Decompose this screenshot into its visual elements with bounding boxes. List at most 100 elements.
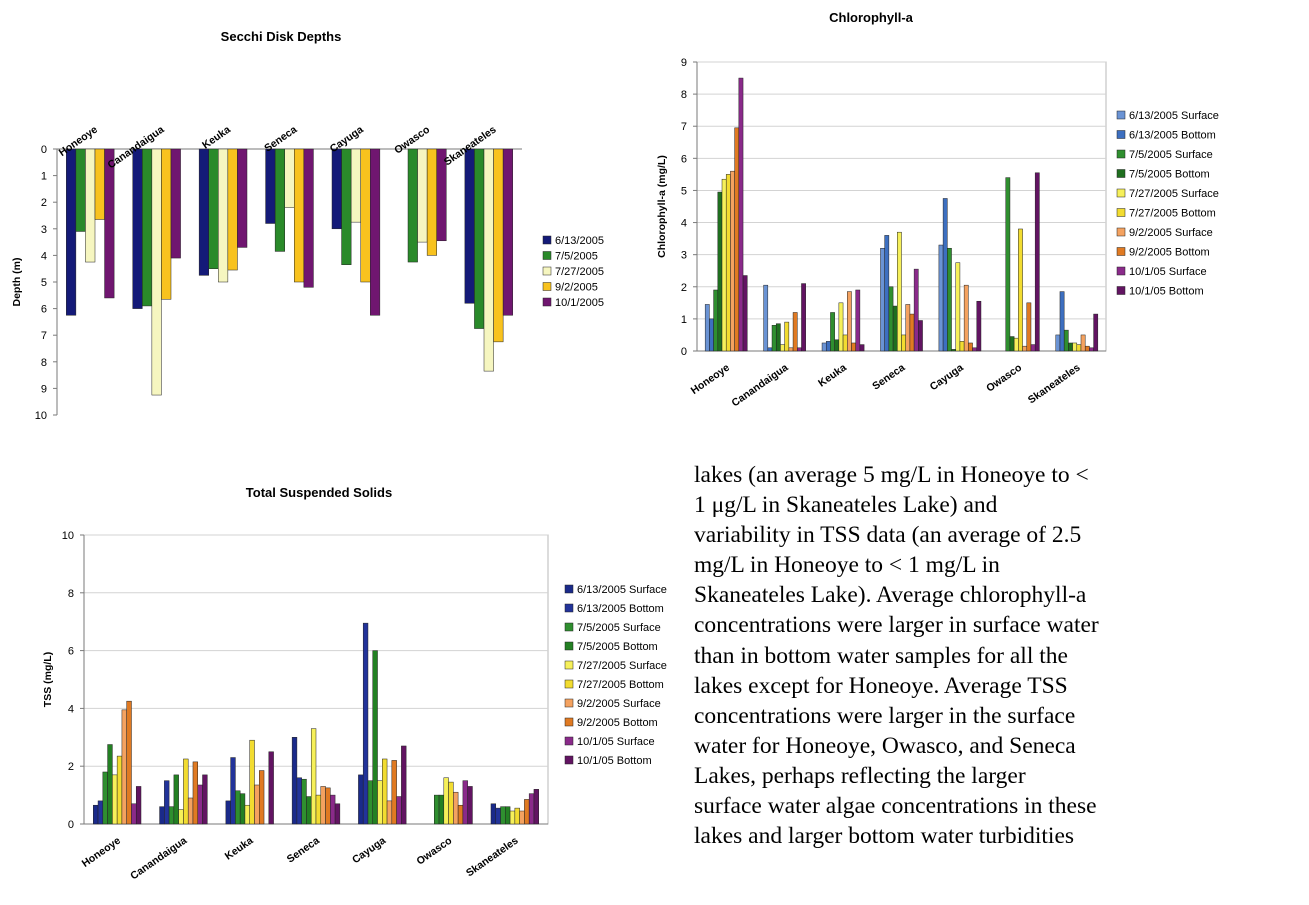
bar-6-13-2005-honeoye <box>66 148 77 316</box>
paragraph-line: Skaneateles Lake). Average chlorophyll-a <box>694 582 1087 609</box>
legend-label-7-5-2005-surface: 7/5/2005 Surface <box>577 622 661 634</box>
bar-9-2-2005-surface-cayuga <box>386 800 393 825</box>
bar-9-2-2005-bottom-canandaigua <box>792 312 798 352</box>
legend: 6/13/2005 Surface 6/13/2005 Bottom 7/5/200… <box>1116 110 1219 298</box>
chlorophyll-a-chart: Chlorophyll-a 0 1 2 3 4 5 6 7 8 9 Chlorophyll-a (mg… <box>656 10 1219 409</box>
legend-label-7-5-2005: 7/5/2005 <box>555 251 598 263</box>
category-label-canandaigua: Canandaigua <box>729 362 790 410</box>
bar-7-5-2005-surface-cayuga <box>947 247 952 352</box>
category-label-seneca: Seneca <box>870 362 907 393</box>
bar-10-1-05-bottom-cayuga <box>976 300 982 352</box>
paragraph-line: Lakes, perhaps reflecting the larger <box>694 762 1026 789</box>
bar-7-27-2005-bottom-canandaigua <box>183 758 189 825</box>
bar-10-1-05-surface-cayuga <box>396 796 402 825</box>
y-tick-label: 4 <box>41 250 47 262</box>
category-label-canandaigua: Canandaigua <box>128 835 189 883</box>
bar-9-2-2005-bottom-keuka <box>851 342 856 352</box>
bar-9-2-2005-surface-skaneateles <box>1080 334 1086 352</box>
paragraph-line: lakes (an average 5 mg/L in Honeoye to < <box>694 462 1089 488</box>
bar-10-1-05-surface-skaneateles <box>528 793 535 825</box>
category-label-owasco: Owasco <box>414 835 454 868</box>
legend-label-10-1-05-surface: 10/1/05 Surface <box>1129 266 1207 278</box>
bar-7-27-2005-bottom-honeoye <box>116 755 123 825</box>
bar-7-5-2005-bottom-cayuga <box>951 349 956 352</box>
y-tick-label: 8 <box>41 357 47 369</box>
bar-7-5-2005-surface-honeoye <box>713 289 719 352</box>
bar-7-5-2005-surface-owasco <box>434 794 440 825</box>
bar-7-5-2005-surface-skaneateles <box>1063 329 1069 352</box>
bar-6-13-2005-surface-cayuga <box>358 774 364 825</box>
y-tick-label: 4 <box>68 703 74 715</box>
bar-9-2-2005-bottom-skaneateles <box>524 799 530 825</box>
bar-7-27-2005-surface-honeoye <box>112 774 118 825</box>
bar-9-2-2005-keuka <box>227 148 238 271</box>
bar-10-1-2005-cayuga <box>370 148 381 316</box>
bar-9-2-2005-surface-seneca <box>320 786 326 825</box>
bar-7-5-2005-bottom-keuka <box>834 339 840 352</box>
bar-6-13-2005-bottom-honeoye <box>97 800 104 825</box>
category-label-cayuga: Cayuga <box>928 362 966 394</box>
bar-10-1-2005-canandaigua <box>170 148 181 259</box>
bar-7-27-2005-bottom-skaneateles <box>514 807 520 825</box>
paragraph-line: concentrations were larger in surface wa… <box>694 612 1099 639</box>
legend-label-9-2-2005-surface: 9/2/2005 Surface <box>1129 227 1213 239</box>
y-tick-label: 8 <box>68 588 74 600</box>
y-axis-label: Depth (m) <box>11 258 23 307</box>
bar-6-13-2005-bottom-seneca <box>296 777 302 825</box>
legend-label-6-13-2005-bottom: 6/13/2005 Bottom <box>577 603 664 615</box>
legend-swatch-7-5-2005-bottom <box>564 641 574 651</box>
bar-6-13-2005-bottom-honeoye <box>709 318 714 352</box>
bar-6-13-2005-surface-seneca <box>291 737 298 825</box>
bar-9-2-2005-surface-owasco <box>1022 345 1028 352</box>
legend-swatch-6-13-2005 <box>542 235 552 245</box>
legend-swatch-7-5-2005-bottom <box>1116 169 1126 178</box>
y-tick-label: 7 <box>41 330 47 342</box>
y-tick-label: 7 <box>681 121 687 133</box>
bar-7-5-2005-keuka <box>208 148 219 269</box>
paragraph-line: variability in TSS data (an average of 2… <box>694 522 1082 549</box>
legend-label-7-27-2005: 7/27/2005 <box>555 266 604 278</box>
y-tick-label: 10 <box>62 530 74 542</box>
legend-swatch-7-27-2005-surface <box>1116 188 1126 198</box>
bar-7-27-2005-bottom-cayuga <box>959 341 965 352</box>
bar-9-2-2005-surface-owasco <box>453 791 459 825</box>
bar-9-2-2005-bottom-cayuga <box>968 342 973 352</box>
y-tick-label: 6 <box>681 153 687 165</box>
paragraph-line: water for Honeoye, Owasco, and Seneca <box>694 732 1076 759</box>
bar-7-5-2005-surface-keuka <box>830 312 835 352</box>
bar-7-27-2005-surface-honeoye <box>721 178 727 352</box>
bar-9-2-2005-surface-honeoye <box>730 170 735 352</box>
bar-9-2-2005-surface-cayuga <box>963 284 969 352</box>
category-label-skaneateles: Skaneateles <box>464 835 521 880</box>
category-label-honeoye: Honeoye <box>689 362 732 397</box>
bar-9-2-2005-owasco <box>426 148 437 256</box>
bar-10-1-05-bottom-skaneateles <box>533 789 539 825</box>
bar-7-5-2005-owasco <box>407 148 418 263</box>
legend-swatch-9-2-2005-surface <box>564 698 574 708</box>
bar-7-27-2005-cayuga <box>350 148 361 223</box>
bar-7-5-2005-bottom-seneca <box>892 305 898 352</box>
legend-label-6-13-2005-bottom: 6/13/2005 Bottom <box>1129 130 1216 142</box>
y-tick-label: 4 <box>681 218 687 230</box>
category-label-keuka: Keuka <box>223 835 256 863</box>
bar-6-13-2005-bottom-canandaigua <box>164 780 170 825</box>
chart-title: Total Suspended Solids <box>246 485 392 500</box>
bar-6-13-2005-bottom-skaneateles <box>1059 291 1065 352</box>
chart-title: Chlorophyll-a <box>829 10 914 25</box>
bar-9-2-2005-canandaigua <box>161 148 172 300</box>
y-tick-label: 0 <box>41 144 47 156</box>
legend-label-7-5-2005-surface: 7/5/2005 Surface <box>1129 149 1213 161</box>
bar-10-1-05-bottom-honeoye <box>742 275 748 352</box>
bar-7-27-2005-surface-keuka <box>838 302 844 352</box>
bar-9-2-2005-surface-canandaigua <box>187 797 194 825</box>
paragraph-line: 1 μg/L in Skaneateles Lake) and <box>694 492 998 519</box>
bar-6-13-2005-bottom-cayuga <box>942 198 948 352</box>
bar-10-1-05-bottom-keuka <box>268 751 274 825</box>
legend-label-9-2-2005-surface: 9/2/2005 Surface <box>577 698 661 710</box>
bar-10-1-05-bottom-owasco <box>467 786 473 825</box>
bar-7-5-2005-bottom-honeoye <box>107 744 113 825</box>
bar-10-1-05-bottom-keuka <box>859 344 865 352</box>
legend-swatch-7-5-2005 <box>542 251 552 260</box>
bar-7-27-2005-canandaigua <box>151 148 162 396</box>
legend-label-7-27-2005-bottom: 7/27/2005 Bottom <box>577 679 664 691</box>
